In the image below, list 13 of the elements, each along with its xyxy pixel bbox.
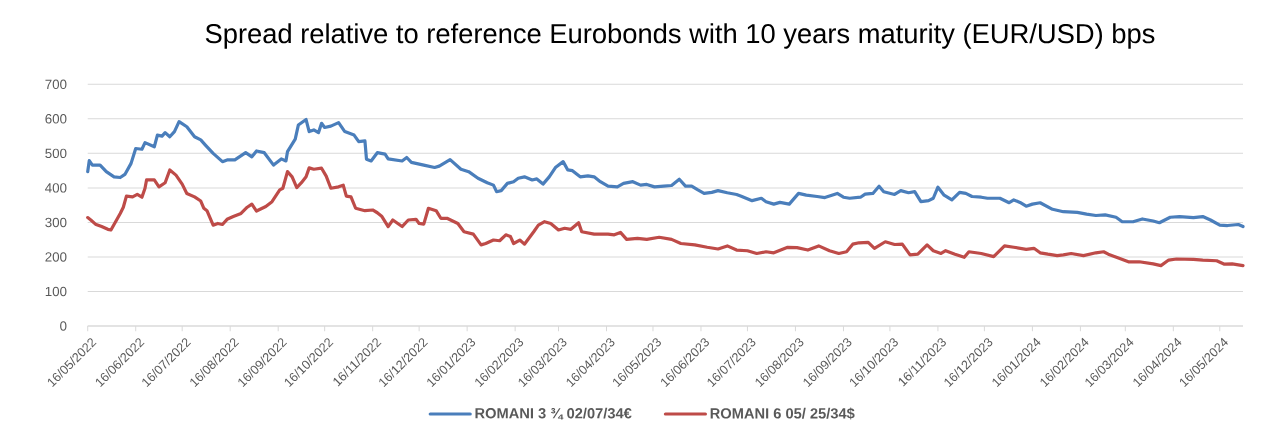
- y-tick-label: 200: [45, 252, 67, 262]
- y-tick-label: 500: [45, 148, 67, 159]
- y-tick-label: 100: [45, 286, 67, 297]
- legend-label: ROMANI 3 ¾ 02/07/34€: [475, 407, 632, 420]
- y-tick-label: 300: [45, 217, 67, 228]
- chart-title: Spread relative to reference Eurobonds with 10 years maturity (EUR/USD) bps: [205, 23, 1155, 49]
- y-tick-label: 400: [45, 183, 67, 193]
- line-series: [86, 117, 1245, 229]
- y-tick-label: 0: [60, 321, 67, 331]
- y-tick-label: 700: [45, 79, 67, 90]
- y-tick-label: 600: [45, 114, 67, 124]
- line-series: [86, 166, 1245, 268]
- legend-label: ROMANI 6 05/ 25/34$: [710, 407, 855, 420]
